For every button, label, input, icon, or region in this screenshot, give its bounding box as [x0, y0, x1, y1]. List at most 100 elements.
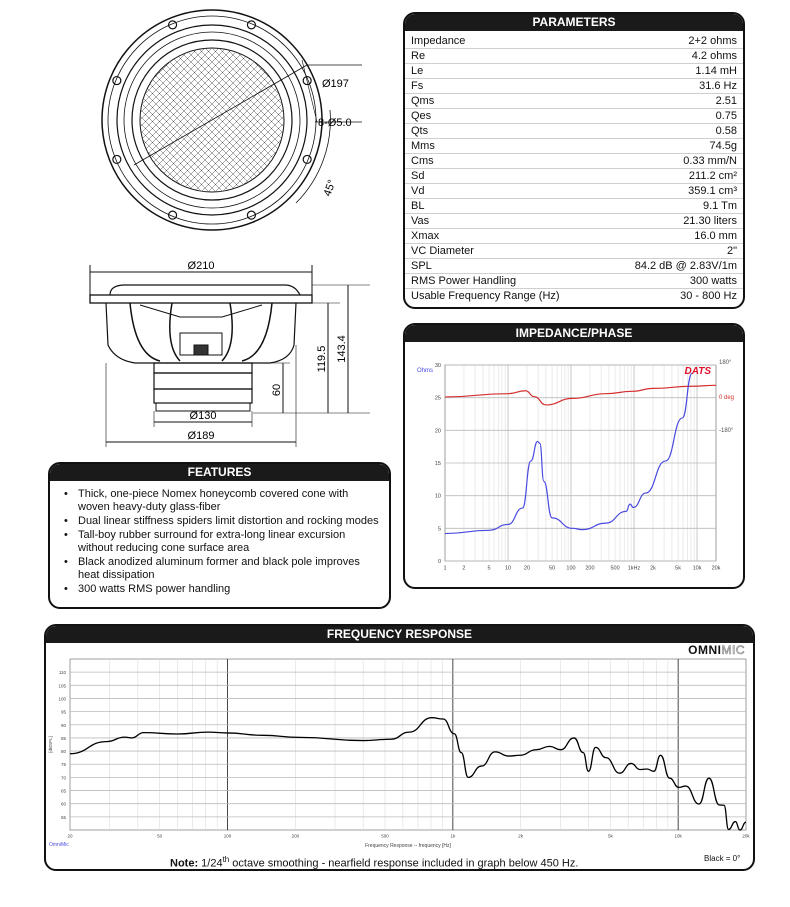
- x-tick-label: 200: [292, 834, 300, 839]
- surround-outer: [116, 24, 308, 216]
- mesh-line: [201, 109, 284, 192]
- top-plate: [153, 362, 253, 374]
- x-tick-label: 5: [488, 566, 491, 572]
- parameter-label: Impedance: [411, 35, 466, 47]
- x-tick-label: 500: [381, 834, 389, 839]
- mesh-line: [153, 61, 255, 163]
- parameter-row: RMS Power Handling 300 watts: [405, 274, 743, 289]
- parameter-value: 0.58: [715, 125, 737, 137]
- parameter-label: Usable Frequency Range (Hz): [411, 290, 560, 302]
- angle-arc: [295, 109, 331, 204]
- back-cap: [155, 402, 251, 412]
- parameter-label: Mms: [411, 140, 435, 152]
- dim-60-label: 60: [271, 384, 283, 396]
- parameter-value: 211.2 cm²: [688, 170, 737, 182]
- diameter-label: Ø197: [322, 78, 349, 90]
- mesh-line: [169, 61, 271, 163]
- x-tick-label: 200: [585, 566, 594, 572]
- y-tick-label: 25: [435, 396, 441, 402]
- mesh-line: [193, 50, 282, 139]
- y-tick-label: 0: [438, 559, 441, 565]
- mesh-line: [178, 56, 276, 154]
- parameter-value: 0.33 mm/N: [683, 155, 737, 167]
- parameter-label: SPL: [411, 260, 432, 272]
- dats-logo: DATS: [685, 366, 712, 377]
- mesh-line: [163, 71, 266, 174]
- impedance-panel: IMPEDANCE/PHASE 0 5 10 15 20 25 30 1 2 5 10 20 50 100…: [403, 323, 745, 589]
- parameter-label: RMS Power Handling: [411, 275, 517, 287]
- feature-item: 300 watts RMS power handling: [64, 583, 379, 596]
- dim-119-label: 119.5: [316, 346, 328, 373]
- phase-label-minus-180: -180°: [719, 428, 734, 434]
- parameter-value: 0.75: [715, 110, 737, 122]
- mesh-line: [227, 49, 283, 105]
- mounting-hole: [112, 75, 122, 86]
- note-text-pre: 1/24: [198, 857, 223, 870]
- mesh-line: [156, 64, 259, 167]
- parameter-label: Re: [411, 50, 426, 62]
- parameters-title: PARAMETERS: [405, 14, 743, 31]
- mesh-line: [152, 79, 253, 180]
- parameter-row: VC Diameter 2": [405, 244, 743, 259]
- mesh-line: [146, 150, 182, 186]
- parameter-value: 84.2 dB @ 2.83V/1m: [634, 260, 737, 272]
- pole-piece: [193, 344, 209, 356]
- mesh-line: [148, 56, 246, 154]
- parameter-value: 1.14 mH: [695, 65, 737, 77]
- y-tick-label: 95: [61, 710, 67, 715]
- mesh-line: [219, 48, 284, 113]
- cone-profile: [139, 304, 263, 318]
- parameter-label: VC Diameter: [411, 245, 474, 257]
- y-tick-label: 70: [61, 775, 67, 780]
- parameter-row: Qms 2.51: [405, 94, 743, 109]
- dim-130-label: Ø130: [190, 410, 217, 422]
- omnimic-logo: OMNIMIC: [688, 643, 745, 658]
- y-tick-label: 85: [61, 736, 67, 741]
- mesh-line: [173, 58, 274, 159]
- feature-item: Tall-boy rubber surround for extra-long …: [64, 529, 379, 555]
- mesh-line: [180, 88, 277, 185]
- mounting-hole: [167, 20, 178, 30]
- mesh-line: [142, 139, 193, 190]
- x-tick-label: 20: [524, 566, 530, 572]
- mesh-line: [171, 79, 272, 180]
- mesh-line: [214, 122, 285, 193]
- x-tick-label: 10k: [675, 834, 683, 839]
- mesh-line: [149, 83, 249, 183]
- x-tick-label: 20: [67, 834, 73, 839]
- parameter-label: Vas: [411, 215, 430, 227]
- frequency-title: FREQUENCY RESPONSE: [46, 626, 753, 643]
- note-superscript: th: [222, 855, 230, 864]
- mesh-line: [143, 51, 237, 145]
- parameters-panel: PARAMETERS Impedance 2+2 ohms Re 4.2 ohms Le…: [403, 12, 745, 309]
- surround-mid: [123, 31, 301, 209]
- features-panel: FEATURES Thick, one-piece Nomex honeycom…: [48, 462, 391, 609]
- parameter-value: 31.6 Hz: [699, 80, 737, 92]
- ohms-unit-label: Ohms: [417, 368, 433, 374]
- omnimic-logo-light: MIC: [721, 643, 745, 658]
- x-tick-label: 50: [157, 834, 163, 839]
- note-label: Note:: [170, 857, 199, 870]
- parameter-label: BL: [411, 200, 425, 212]
- feature-item: Thick, one-piece Nomex honeycomb covered…: [64, 488, 379, 514]
- frequency-response-panel: FREQUENCY RESPONSE OMNIMIC 55 60 65 70 75 80 8…: [44, 624, 755, 871]
- x-tick-label: 500: [610, 566, 619, 572]
- parameter-label: Xmax: [411, 230, 440, 242]
- frame-bolt-circle: [107, 15, 317, 225]
- note-text-post: octave smoothing - nearfield response in…: [229, 857, 579, 870]
- mesh-line: [207, 115, 285, 193]
- omnimic-footer: OmniMic: [49, 842, 69, 848]
- x-tick-label: 2: [462, 566, 465, 572]
- x-tick-label: 10: [505, 566, 511, 572]
- mesh-line: [145, 93, 239, 187]
- parameter-row: Mms 74.5g: [405, 139, 743, 154]
- hole-leader: [301, 59, 318, 123]
- mesh-line: [140, 48, 205, 113]
- mesh-line: [165, 64, 268, 167]
- mesh-line: [142, 50, 231, 139]
- impedance-title: IMPEDANCE/PHASE: [405, 325, 743, 342]
- parameter-value: 300 watts: [689, 275, 737, 287]
- x-tick-label: 20k: [742, 834, 750, 839]
- back-plate: [153, 388, 253, 404]
- x-axis-label: Frequency Response -- frequency [Hz]: [365, 843, 451, 849]
